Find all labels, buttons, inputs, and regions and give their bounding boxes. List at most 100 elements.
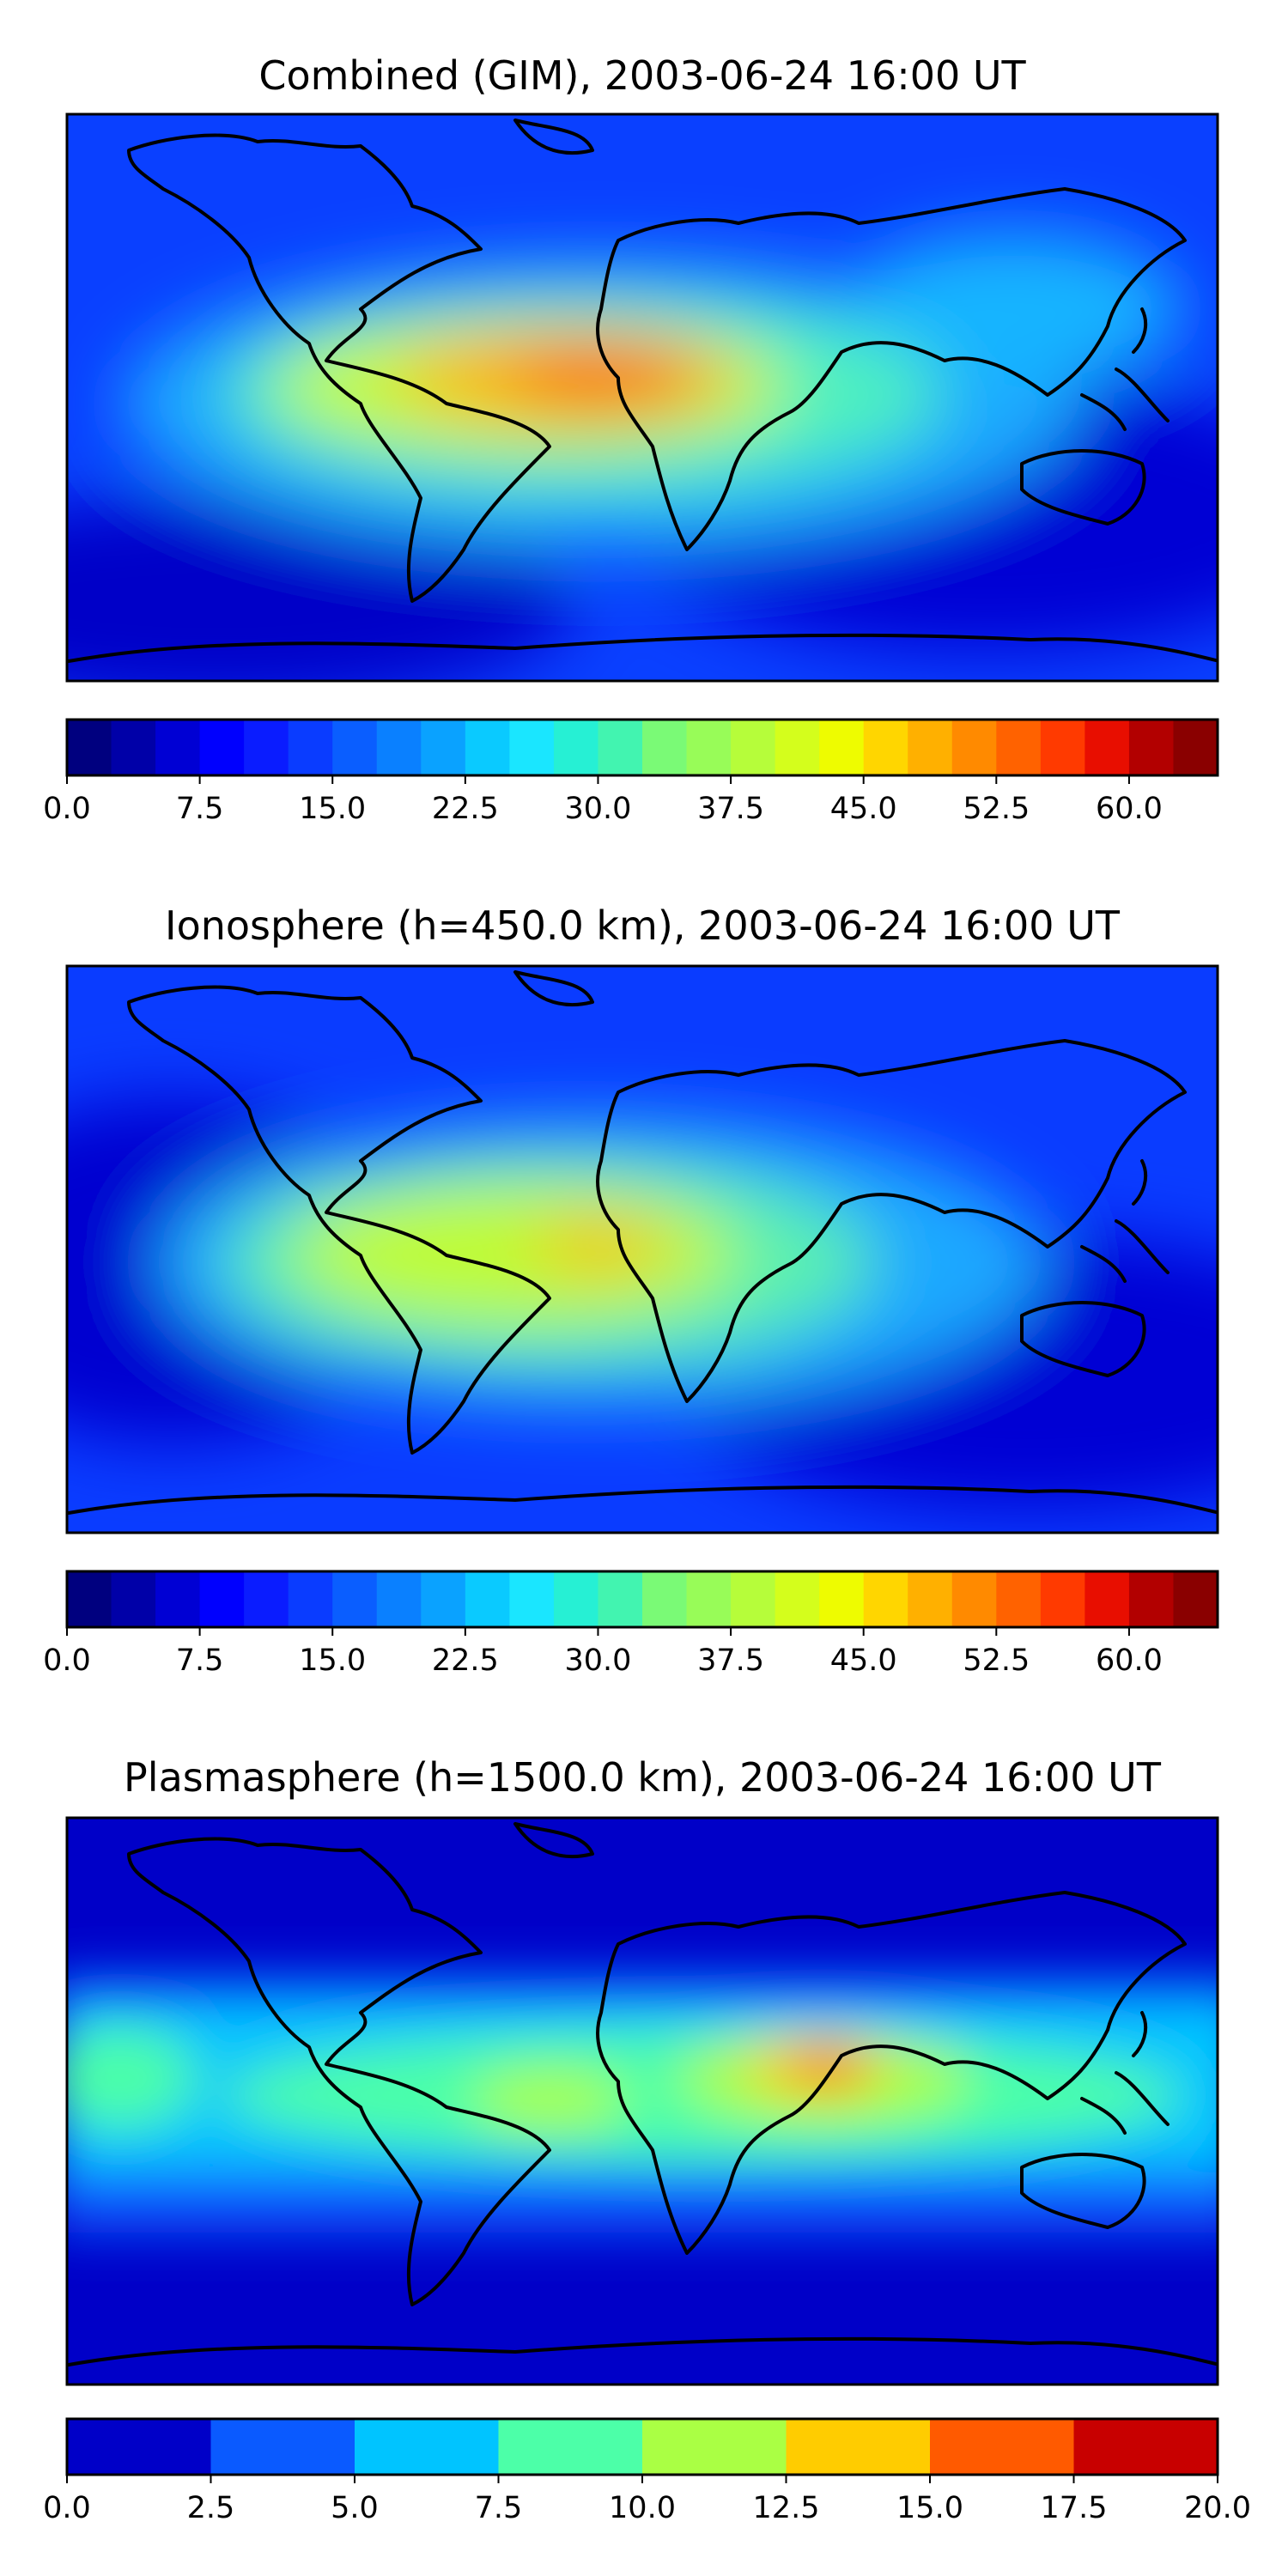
map-title: Combined (GIM), 2003-06-24 16:00 UT (258, 52, 1026, 99)
map-field (67, 1818, 1218, 2385)
colorbar-swatch (509, 720, 555, 775)
colorbar: 0.0 2.5 5.0 7.5 10.0 12.5 15.0 17.5 20.0 (43, 2417, 1251, 2525)
colorbar-swatch (155, 1571, 201, 1627)
colorbar-swatch (376, 720, 422, 775)
colorbar-swatch (465, 1571, 510, 1627)
colorbar-swatch (1084, 720, 1130, 775)
colorbar-swatch (786, 2419, 931, 2475)
colorbar-swatch (376, 1571, 422, 1627)
colorbar-tick-label: 12.5 (753, 2491, 820, 2525)
colorbar-swatch (355, 2419, 500, 2475)
colorbar-swatch (642, 1571, 688, 1627)
colorbar-swatch (199, 720, 245, 775)
colorbar-tick-label: 52.5 (963, 792, 1030, 826)
colorbar-tick-label: 15.0 (896, 2491, 963, 2525)
colorbar-swatch (465, 720, 510, 775)
colorbar-tick-label: 0.0 (43, 2491, 91, 2525)
colorbar: 0.0 7.5 15.0 22.5 30.0 37.5 45.0 52.5 60.0 (43, 1570, 1219, 1678)
colorbar-frame (65, 1570, 1219, 1629)
colorbar-swatch (951, 1571, 997, 1627)
colorbar-swatch (1173, 1571, 1218, 1627)
colorbar-swatch (1040, 1571, 1085, 1627)
colorbar-swatch (642, 2419, 787, 2475)
colorbar-swatch (598, 1571, 643, 1627)
colorbar-swatch (155, 720, 201, 775)
colorbar-swatch (67, 720, 112, 775)
colorbar-tick-label: 15.0 (299, 792, 366, 826)
colorbar-tick-label: 20.0 (1184, 2491, 1251, 2525)
colorbar-swatch (775, 720, 820, 775)
colorbar-tick-label: 37.5 (697, 792, 764, 826)
colorbar-swatch (498, 2419, 643, 2475)
colorbar-tick-label: 45.0 (830, 1643, 897, 1678)
colorbar-swatch (731, 720, 776, 775)
colorbar-swatch (642, 720, 688, 775)
colorbar-swatch (731, 1571, 776, 1627)
colorbar-swatch (686, 720, 732, 775)
panel-combined: Combined (GIM), 2003-06-24 16:00 UT 0.0 7… (43, 52, 1219, 826)
colorbar-swatch (1128, 1571, 1175, 1627)
colorbar-swatch (775, 1571, 820, 1627)
colorbar-swatch (288, 1571, 333, 1627)
colorbar-swatch (908, 1571, 953, 1627)
map-frame (65, 964, 1219, 1534)
colorbar-swatch (111, 720, 156, 775)
colorbar-swatch (67, 1571, 112, 1627)
colorbar-tick-label: 30.0 (564, 792, 631, 826)
colorbar-tick-label: 30.0 (564, 1643, 631, 1678)
colorbar-tick-label: 5.0 (331, 2491, 379, 2525)
map-field (67, 966, 1218, 1533)
map-frame (65, 112, 1219, 683)
colorbar-swatch (908, 720, 953, 775)
colorbar-tick-label: 60.0 (1096, 792, 1163, 826)
colorbar-swatch (210, 2419, 355, 2475)
colorbar-tick-label: 15.0 (299, 1643, 366, 1678)
colorbar-tick-label: 10.0 (609, 2491, 676, 2525)
colorbar-tick-label: 37.5 (697, 1643, 764, 1678)
colorbar-tick-label: 52.5 (963, 1643, 1030, 1678)
colorbar-tick-label: 0.0 (43, 792, 91, 826)
panel-plasmasphere: Plasmasphere (h=1500.0 km), 2003-06-24 1… (43, 1754, 1251, 2525)
colorbar-swatch (996, 720, 1042, 775)
colorbar-tick-label: 0.0 (43, 1643, 91, 1678)
colorbar-tick-label: 22.5 (432, 1643, 499, 1678)
colorbar-swatch (553, 720, 599, 775)
colorbar-swatch (553, 1571, 599, 1627)
colorbar-tick-label: 7.5 (176, 792, 224, 826)
colorbar-swatch (996, 1571, 1042, 1627)
colorbar-swatch (199, 1571, 245, 1627)
colorbar-swatch (863, 1571, 908, 1627)
colorbar-swatch (686, 1571, 732, 1627)
colorbar-tick-label: 22.5 (432, 792, 499, 826)
colorbar-swatch (1128, 720, 1175, 775)
map-title: Ionosphere (h=450.0 km), 2003-06-24 16:0… (165, 902, 1121, 949)
colorbar-tick-label: 7.5 (475, 2491, 523, 2525)
colorbar-swatch (819, 1571, 865, 1627)
colorbar-swatch (1173, 720, 1218, 775)
colorbar-swatch (332, 1571, 378, 1627)
colorbar-swatch (509, 1571, 555, 1627)
colorbar-swatch (1040, 720, 1085, 775)
colorbar-swatch (244, 1571, 289, 1627)
colorbar: 0.0 7.5 15.0 22.5 30.0 37.5 45.0 52.5 60.0 (43, 718, 1219, 826)
colorbar-swatch (67, 2419, 212, 2475)
colorbar-swatch (930, 2419, 1075, 2475)
colorbar-swatch (819, 720, 865, 775)
map-field (67, 114, 1218, 681)
colorbar-swatch (863, 720, 908, 775)
colorbar-swatch (111, 1571, 156, 1627)
colorbar-swatch (951, 720, 997, 775)
map-title: Plasmasphere (h=1500.0 km), 2003-06-24 1… (124, 1754, 1162, 1801)
colorbar-tick-label: 2.5 (187, 2491, 235, 2525)
colorbar-tick-label: 7.5 (176, 1643, 224, 1678)
colorbar-tick-label: 17.5 (1041, 2491, 1108, 2525)
colorbar-swatch (1084, 1571, 1130, 1627)
colorbar-swatch (598, 720, 643, 775)
panel-ionosphere: Ionosphere (h=450.0 km), 2003-06-24 16:0… (43, 902, 1219, 1678)
colorbar-swatch (1073, 2419, 1218, 2475)
colorbar-swatch (421, 1571, 466, 1627)
map-frame (65, 1816, 1219, 2386)
colorbar-swatch (288, 720, 333, 775)
colorbar-swatch (421, 720, 466, 775)
